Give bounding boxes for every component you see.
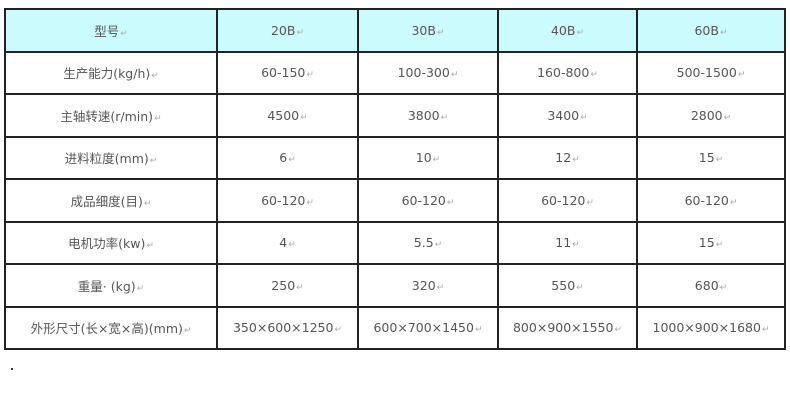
cell-text: 550 (551, 278, 583, 293)
row-label-cell: 主轴转速(r/min) (4, 93, 218, 138)
value-cell: 60-120 (497, 178, 638, 223)
table-row: 电机功率(kw) 4 5.5 11 15 (4, 220, 786, 265)
value-cell: 600×700×1450 (357, 305, 499, 350)
cell-text: 重量· (kg) (78, 279, 144, 294)
cell-text: 5.5 (414, 235, 442, 250)
cell-text: 3400 (547, 108, 587, 123)
value-cell: 6 (216, 135, 359, 180)
value-cell: 320 (357, 263, 499, 308)
value-cell: 680 (636, 263, 786, 308)
cell-text: 10 (416, 150, 440, 165)
cell-text: 800×900×1550 (513, 320, 622, 335)
cell-text: 型号 (94, 24, 128, 39)
row-label-cell: 型号 (4, 8, 218, 53)
value-cell: 3400 (497, 93, 638, 138)
cell-text: 60-150 (261, 65, 314, 80)
cell-text: 主轴转速(r/min) (60, 109, 161, 124)
value-cell: 4 (216, 220, 359, 265)
cell-text: 4500 (267, 108, 307, 123)
cell-text: 成品细度(目) (71, 194, 152, 209)
value-cell: 15 (636, 220, 786, 265)
cell-text: 11 (555, 235, 579, 250)
row-label-cell: 重量· (kg) (4, 263, 218, 308)
cell-text: 1000×900×1680 (653, 320, 770, 335)
value-cell: 5.5 (357, 220, 499, 265)
value-cell: 800×900×1550 (497, 305, 638, 350)
value-cell: 160-800 (497, 50, 638, 95)
cell-text: 320 (412, 278, 444, 293)
table-row: 重量· (kg) 250 320 550 680 (4, 263, 786, 308)
row-label-cell: 进料粒度(mm) (4, 135, 218, 180)
cell-text: 生产能力(kg/h) (63, 66, 159, 81)
value-cell: 15 (636, 135, 786, 180)
table-row: 主轴转速(r/min) 4500 3800 3400 2800 (4, 93, 786, 138)
cell-text: 60-120 (685, 193, 738, 208)
value-cell: 500-1500 (636, 50, 786, 95)
cell-text: 160-800 (537, 65, 598, 80)
cell-text: 电机功率(kw) (68, 236, 154, 251)
value-cell: 12 (497, 135, 638, 180)
cell-text: 6 (279, 150, 296, 165)
cell-text: 30B (411, 23, 444, 38)
value-cell: 40B (497, 8, 638, 53)
cell-text: 60-120 (402, 193, 455, 208)
cell-text: 500-1500 (677, 65, 746, 80)
cell-text: 680 (695, 278, 727, 293)
cell-text: 2800 (691, 108, 731, 123)
cell-text: 100-300 (398, 65, 459, 80)
cell-text: 60-120 (541, 193, 594, 208)
cell-text: 40B (551, 23, 584, 38)
value-cell: 10 (357, 135, 499, 180)
row-label-cell: 外形尺寸(长×宽×高)(mm) (4, 305, 218, 350)
table-row: 外形尺寸(长×宽×高)(mm) 350×600×1250 600×700×1450 8… (4, 305, 786, 350)
cell-text: 进料粒度(mm) (65, 151, 158, 166)
value-cell: 30B (357, 8, 499, 53)
value-cell: 60-120 (357, 178, 499, 223)
value-cell: 60-120 (216, 178, 359, 223)
spec-table: 型号 20B 30B 40B 60B 生产能力(kg/h) 60-150 100-300 160… (4, 8, 786, 350)
row-label-cell: 成品细度(目) (4, 178, 218, 223)
value-cell: 3800 (357, 93, 499, 138)
cell-text: 外形尺寸(长×宽×高)(mm) (31, 321, 192, 336)
value-cell: 20B (216, 8, 359, 53)
table-row: 生产能力(kg/h) 60-150 100-300 160-800 500-1500 (4, 50, 786, 95)
value-cell: 60B (636, 8, 786, 53)
cell-text: 60B (694, 23, 727, 38)
cell-text: 20B (271, 23, 304, 38)
cell-text: 15 (699, 150, 723, 165)
cell-text: 250 (271, 278, 303, 293)
value-cell: 100-300 (357, 50, 499, 95)
cell-text: 60-120 (261, 193, 314, 208)
table-row: 成品细度(目) 60-120 60-120 60-120 60-120 (4, 178, 786, 223)
table-row: 进料粒度(mm) 6 10 12 15 (4, 135, 786, 180)
cell-text: 350×600×1250 (233, 320, 342, 335)
row-label-cell: 电机功率(kw) (4, 220, 218, 265)
cell-text: 600×700×1450 (373, 320, 482, 335)
value-cell: 1000×900×1680 (636, 305, 786, 350)
value-cell: 550 (497, 263, 638, 308)
header-row: 型号 20B 30B 40B 60B (4, 8, 786, 53)
value-cell: 60-120 (636, 178, 786, 223)
cell-text: 3800 (408, 108, 448, 123)
value-cell: 60-150 (216, 50, 359, 95)
cell-text: 15 (699, 235, 723, 250)
value-cell: 4500 (216, 93, 359, 138)
cell-text: 4 (279, 235, 296, 250)
paragraph-mark (11, 368, 13, 370)
cell-text: 12 (555, 150, 579, 165)
value-cell: 350×600×1250 (216, 305, 359, 350)
value-cell: 250 (216, 263, 359, 308)
value-cell: 11 (497, 220, 638, 265)
row-label-cell: 生产能力(kg/h) (4, 50, 218, 95)
value-cell: 2800 (636, 93, 786, 138)
